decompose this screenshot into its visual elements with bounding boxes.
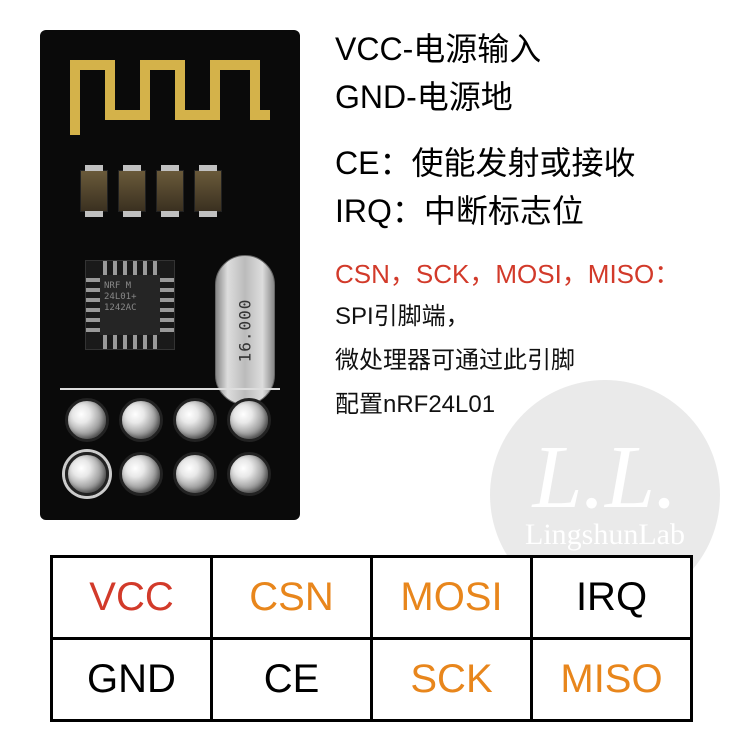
pinout-table: VCC CSN MOSI IRQ GND CE SCK MISO — [50, 555, 693, 722]
pin-cell-irq: IRQ — [532, 557, 692, 639]
watermark-initials: L.L. — [532, 438, 677, 518]
pin-cell-vcc: VCC — [52, 557, 212, 639]
header-pins — [65, 398, 275, 500]
spi-pins-header: CSN，SCK，MOSI，MISO： — [335, 253, 735, 295]
pin-description-block: VCC-电源输入 GND-电源地 CE：使能发射或接收 IRQ：中断标志位 CS… — [335, 25, 735, 427]
pinout-row-top: VCC CSN MOSI IRQ — [52, 557, 692, 639]
desc-ce: CE：使能发射或接收 — [335, 139, 735, 187]
spi-desc-line: 微处理器可通过此引脚 — [335, 339, 735, 383]
chip-marking-line: NRF M — [104, 281, 156, 292]
crystal-oscillator: 16.000 — [215, 255, 275, 405]
spi-desc-line: 配置nRF24L01 — [335, 383, 735, 427]
pin-cell-miso: MISO — [532, 639, 692, 721]
smd-capacitors — [80, 170, 222, 212]
nrf-chip: NRF M 24L01+ 1242AC — [85, 260, 175, 350]
pin-cell-ce: CE — [212, 639, 372, 721]
pin-cell-gnd: GND — [52, 639, 212, 721]
desc-vcc: VCC-电源输入 — [335, 25, 735, 73]
chip-marking-line: 1242AC — [104, 303, 156, 314]
spi-desc-line: SPI引脚端， — [335, 295, 735, 339]
crystal-frequency: 16.000 — [236, 298, 255, 362]
desc-irq: IRQ：中断标志位 — [335, 187, 735, 235]
pcb-antenna — [65, 50, 275, 140]
nrf24l01-module: NRF M 24L01+ 1242AC 16.000 — [40, 30, 300, 520]
pinout-row-bottom: GND CE SCK MISO — [52, 639, 692, 721]
pin-cell-csn: CSN — [212, 557, 372, 639]
chip-marking-line: 24L01+ — [104, 292, 156, 303]
pin-cell-mosi: MOSI — [372, 557, 532, 639]
pin-cell-sck: SCK — [372, 639, 532, 721]
watermark-name: LingshunLab — [525, 518, 685, 552]
desc-gnd: GND-电源地 — [335, 73, 735, 121]
